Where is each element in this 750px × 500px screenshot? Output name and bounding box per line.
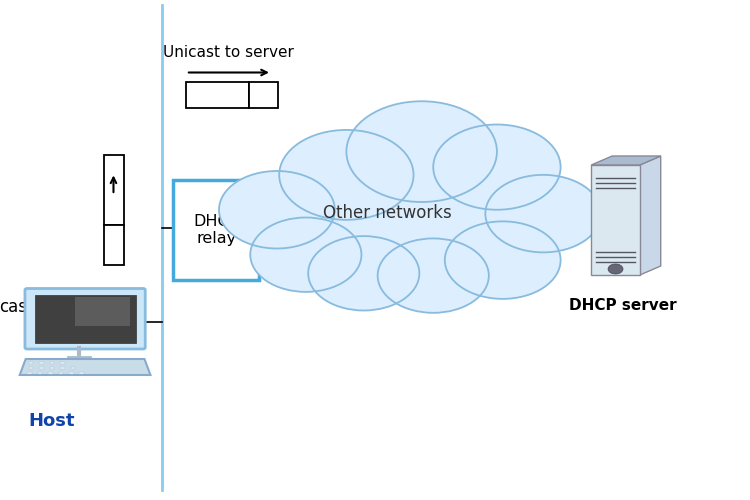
Circle shape [378,238,489,313]
FancyBboxPatch shape [75,298,130,326]
FancyBboxPatch shape [250,82,278,108]
FancyBboxPatch shape [48,372,52,374]
FancyBboxPatch shape [104,155,124,225]
FancyBboxPatch shape [39,362,44,364]
FancyBboxPatch shape [186,82,250,108]
FancyBboxPatch shape [34,295,136,343]
FancyBboxPatch shape [591,165,640,275]
Polygon shape [591,156,661,165]
Circle shape [608,264,623,274]
Text: cast: cast [0,298,34,316]
FancyBboxPatch shape [60,366,64,369]
Circle shape [308,236,419,310]
FancyBboxPatch shape [69,372,74,374]
Text: Host: Host [28,412,75,430]
FancyBboxPatch shape [28,366,33,369]
Circle shape [323,160,497,276]
Circle shape [346,101,497,202]
FancyBboxPatch shape [28,362,33,364]
FancyBboxPatch shape [25,288,146,349]
FancyBboxPatch shape [80,372,84,374]
FancyBboxPatch shape [50,366,54,369]
FancyBboxPatch shape [60,362,64,364]
FancyBboxPatch shape [173,180,260,280]
FancyBboxPatch shape [104,225,124,265]
FancyBboxPatch shape [27,372,32,374]
Circle shape [251,218,362,292]
Text: DHCP server: DHCP server [569,298,676,312]
FancyBboxPatch shape [70,366,75,369]
Polygon shape [20,359,151,375]
Circle shape [433,124,560,210]
Circle shape [485,175,602,252]
FancyBboxPatch shape [38,372,42,374]
Text: Unicast to server: Unicast to server [164,45,294,60]
FancyBboxPatch shape [39,366,44,369]
Circle shape [219,171,334,248]
Circle shape [445,222,560,299]
FancyBboxPatch shape [50,362,54,364]
Polygon shape [640,156,661,275]
FancyBboxPatch shape [58,372,63,374]
Text: DHCP
relay: DHCP relay [194,214,238,246]
Circle shape [279,130,413,220]
Text: Other networks: Other networks [323,204,452,222]
